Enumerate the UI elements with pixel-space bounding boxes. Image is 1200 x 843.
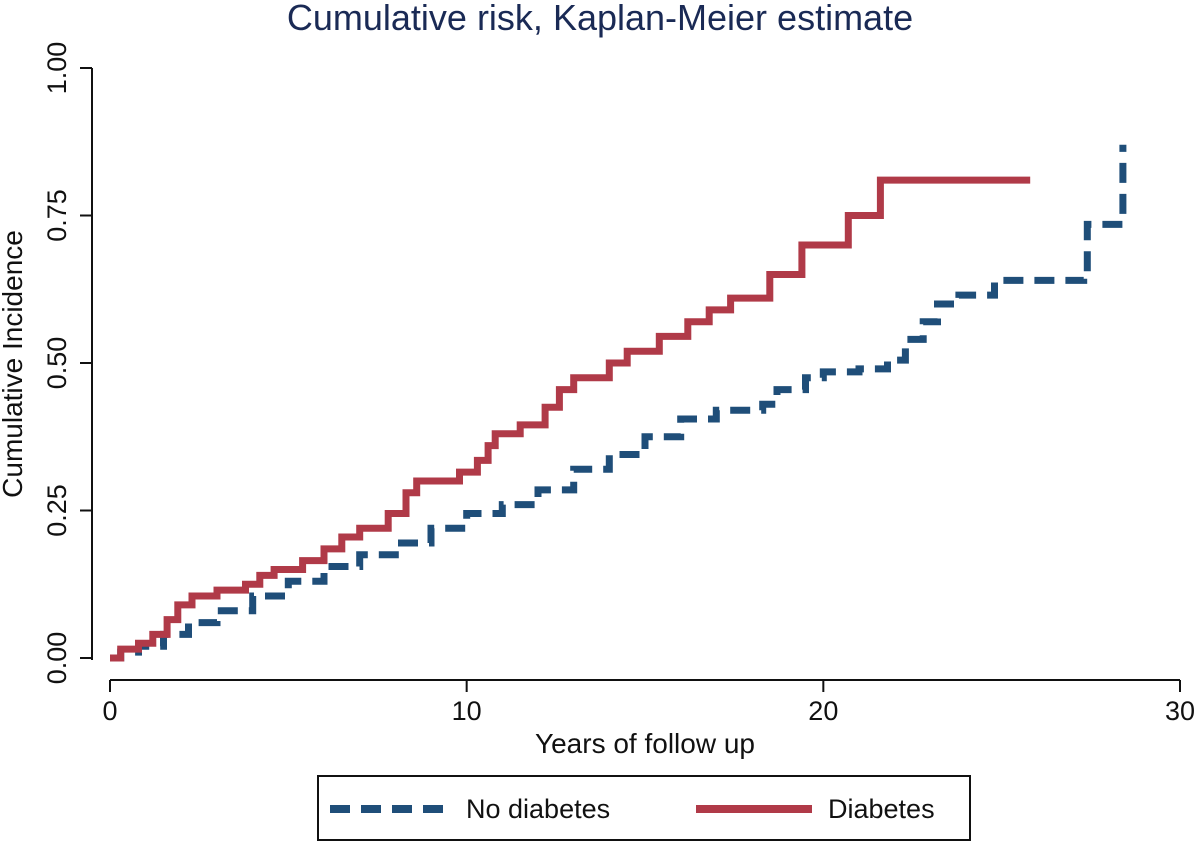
x-tick-label: 20 (808, 696, 838, 726)
y-tick-label: 1.00 (42, 42, 72, 95)
x-ticks: 0 10 20 30 (102, 680, 1195, 726)
legend-label-no-diabetes: No diabetes (466, 794, 610, 824)
chart-title: Cumulative risk, Kaplan-Meier estimate (287, 0, 913, 38)
y-tick-label: 0.25 (42, 484, 72, 537)
y-ticks: 0.00 0.25 0.50 0.75 1.00 (42, 42, 92, 685)
series-line-no-diabetes (110, 144, 1127, 662)
y-tick-label: 0.50 (42, 337, 72, 390)
series-layer (110, 144, 1127, 662)
legend: No diabetes Diabetes (317, 775, 971, 841)
x-tick-label: 10 (452, 696, 482, 726)
x-tick-label: 0 (102, 696, 117, 726)
y-axis-label: Cumulative Incidence (0, 230, 28, 498)
axes (91, 68, 1180, 681)
x-axis-label: Years of follow up (535, 728, 755, 759)
x-tick-label: 30 (1165, 696, 1195, 726)
y-tick-label: 0.00 (42, 632, 72, 685)
series-line-diabetes (110, 176, 1031, 662)
legend-label-diabetes: Diabetes (828, 794, 935, 824)
y-tick-label: 0.75 (42, 189, 72, 242)
